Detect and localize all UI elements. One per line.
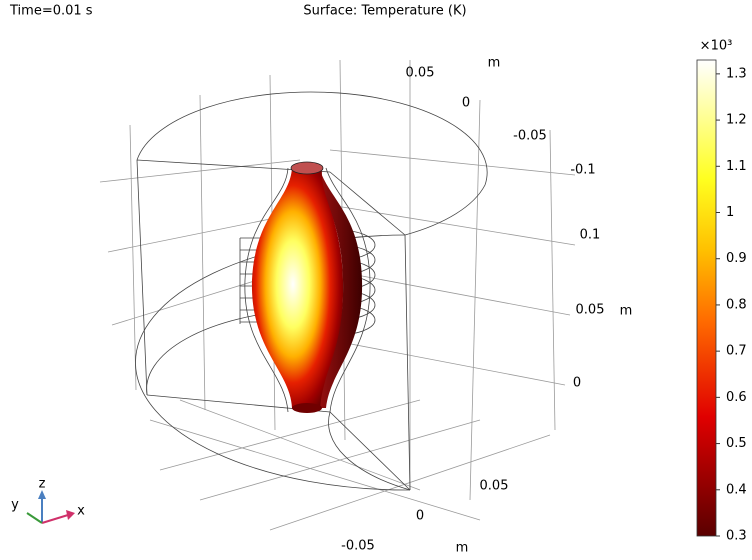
axis-unit: m <box>488 56 501 71</box>
plot-title: Surface: Temperature (K) <box>303 4 466 19</box>
axis-unit: m <box>620 304 633 319</box>
axis-tick-label: 0 <box>462 96 470 111</box>
axis-tick-label: 0 <box>416 509 424 524</box>
heated-body <box>244 161 371 413</box>
axis-triad: z x y <box>11 477 85 524</box>
triad-x: x <box>77 504 85 519</box>
colorbar-tick-label: 0.6 <box>726 390 747 405</box>
colorbar-tick-label: 0.9 <box>726 251 747 266</box>
colorbar-tick-label: 0.3 <box>726 529 747 544</box>
colorbar-multiplier: ×10³ <box>700 39 733 54</box>
axis-unit: m <box>456 541 469 556</box>
axis-tick-label: -0.1 <box>570 163 595 178</box>
axis-tick-label: 0 <box>573 376 581 391</box>
triad-y: y <box>11 498 19 513</box>
colorbar-tick-label: 0.4 <box>726 482 747 497</box>
coil <box>239 229 376 336</box>
colorbar-tick-label: 0.7 <box>726 344 747 359</box>
colorbar <box>696 59 717 537</box>
colorbar-tick-label: 1.1 <box>726 159 747 174</box>
time-label: Time=0.01 s <box>9 4 93 19</box>
axis-tick-label: -0.05 <box>341 539 375 554</box>
colorbar-tick-label: 1.3 <box>726 66 747 81</box>
axis-tick-label: 0.05 <box>576 303 605 318</box>
triad-z: z <box>39 477 46 492</box>
axis-tick-label: 0.05 <box>480 479 509 494</box>
colorbar-tick-label: 0.8 <box>726 297 747 312</box>
axis-tick-label: 0.05 <box>406 66 435 81</box>
axis-tick-label: 0.1 <box>580 228 601 243</box>
axis-tick-label: -0.05 <box>513 129 547 144</box>
colorbar-tick-label: 1 <box>726 205 734 220</box>
colorbar-tick-label: 1.2 <box>726 113 747 128</box>
colorbar-tick-label: 0.5 <box>726 436 747 451</box>
